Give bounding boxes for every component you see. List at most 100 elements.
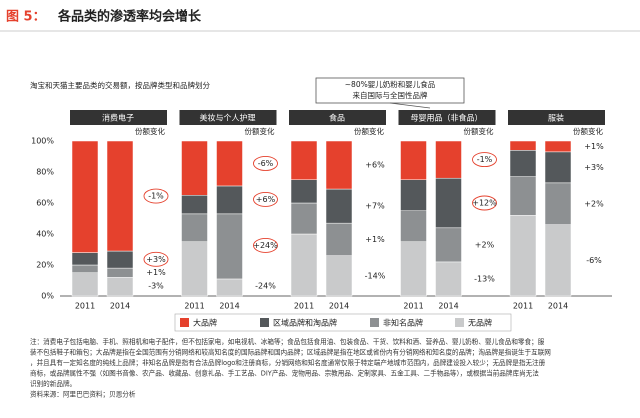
subtitle: 淘宝和天猫主要品类的交易额，按品牌类型和品牌划分 [30, 80, 210, 90]
share-change: +1% [584, 142, 604, 151]
panel-title: 食品 [329, 113, 345, 123]
legend-label: 大品牌 [193, 318, 217, 328]
y-tick-label: 0% [41, 292, 54, 301]
share-change: -24% [255, 282, 276, 291]
highlight-circle [472, 195, 497, 211]
bar-segment [290, 202, 318, 235]
callout-arrow [389, 102, 431, 109]
panel-header [70, 110, 167, 125]
x-tick-label: 2011 [403, 302, 423, 311]
y-tick-label: 40% [36, 230, 54, 239]
bar-segment [216, 213, 243, 280]
bar-segment [325, 188, 353, 224]
x-tick-label: 2014 [329, 302, 349, 311]
bar-segment [106, 140, 134, 252]
panel-header [398, 110, 496, 125]
x-tick-label: 2014 [110, 302, 130, 311]
x-tick-label: 2014 [548, 302, 568, 311]
callout-text: ~80%婴儿奶粉和婴儿食品 [345, 79, 435, 89]
bar-segment [325, 140, 353, 190]
bar-segment [71, 264, 99, 273]
change-header: 份额变化 [245, 126, 275, 136]
highlight-circle [143, 251, 169, 267]
bar-segment [216, 140, 243, 187]
highlight-circle [253, 237, 278, 253]
bar-segment [509, 215, 537, 297]
share-change: +6% [365, 161, 385, 170]
share-change: -1% [148, 192, 164, 201]
bar-segment [544, 140, 572, 153]
y-tick-label: 100% [31, 137, 54, 146]
x-tick-label: 2011 [294, 302, 314, 311]
highlight-circle [472, 152, 497, 168]
bar-segment [544, 182, 572, 225]
bar-segment [400, 140, 427, 180]
share-change: +6% [256, 195, 276, 204]
x-tick-label: 2011 [75, 302, 95, 311]
callout-text: 来自国际与全国性品牌 [353, 90, 428, 100]
share-change: +3% [146, 255, 166, 264]
bar-segment [435, 177, 462, 229]
share-change: +7% [365, 202, 385, 211]
chart-title: 各品类的渗透率均会增长 [57, 9, 202, 25]
change-header: 份额变化 [573, 126, 603, 136]
share-change: +24% [253, 241, 278, 250]
legend-label: 无品牌 [468, 318, 492, 328]
bar-segment [290, 233, 318, 297]
bar-segment [509, 140, 537, 151]
legend-swatch [180, 318, 189, 327]
y-tick-label: 60% [36, 199, 54, 208]
panel-header [179, 110, 277, 125]
bar-segment [181, 213, 208, 243]
panel-title: 消费电子 [102, 113, 134, 123]
legend-swatch [455, 318, 464, 327]
bar-segment [544, 224, 572, 297]
share-change: -13% [474, 274, 495, 283]
x-tick-label: 2011 [184, 302, 204, 311]
share-change: +12% [472, 199, 497, 208]
share-change: -1% [477, 155, 493, 164]
change-header: 份额变化 [354, 126, 384, 136]
note-line: 商标，或品牌属性不强（如图书音像、农产品、收藏品、创意礼品、手工艺品、DIY产品… [30, 369, 539, 378]
share-change: +1% [365, 235, 385, 244]
highlight-circle [143, 188, 169, 204]
x-tick-label: 2011 [513, 302, 533, 311]
legend-swatch [260, 318, 269, 327]
share-change: -3% [148, 282, 164, 291]
bar-segment [181, 241, 208, 297]
bar-segment [509, 150, 537, 177]
bar-segment [71, 140, 99, 253]
y-tick-label: 80% [36, 168, 54, 177]
share-change: +3% [584, 163, 604, 172]
share-change: -14% [365, 271, 386, 280]
legend-box [174, 313, 512, 332]
bar-segment [71, 272, 99, 297]
note-line: 装不包括鞋子和箱包；大品牌是指在全国范围有分销网络和较高知名度的国际品牌和国内品… [30, 348, 551, 357]
bar-segment [435, 227, 462, 263]
bar-segment [400, 179, 427, 211]
x-tick-label: 2014 [438, 302, 458, 311]
bar-segment [216, 278, 243, 297]
source: 资料来源：阿里巴巴资料；贝恩分析 [30, 390, 136, 399]
bar-segment [435, 261, 462, 297]
bar-segment [290, 179, 318, 204]
bar-segment [509, 176, 537, 216]
change-header: 份额变化 [464, 126, 494, 136]
bar-segment [325, 222, 353, 256]
panel-title: 服装 [548, 113, 564, 123]
highlight-circle [253, 156, 278, 171]
share-change: +1% [146, 268, 166, 277]
y-tick-label: 20% [36, 261, 54, 270]
figure-label: 图 5： [6, 10, 46, 25]
note-line: 识别的新品牌。 [30, 379, 76, 388]
bar-segment [325, 255, 353, 297]
bar-segment [400, 241, 427, 297]
bar-segment [400, 210, 427, 242]
share-change: +2% [584, 199, 604, 208]
bar-segment [181, 140, 208, 196]
note-line: ，并且具有一定知名度的纯线上品牌；非知名品牌是指有合法品牌logo和注册商标，分… [30, 358, 546, 367]
highlight-circle [253, 191, 278, 207]
bar-segment [106, 267, 134, 278]
